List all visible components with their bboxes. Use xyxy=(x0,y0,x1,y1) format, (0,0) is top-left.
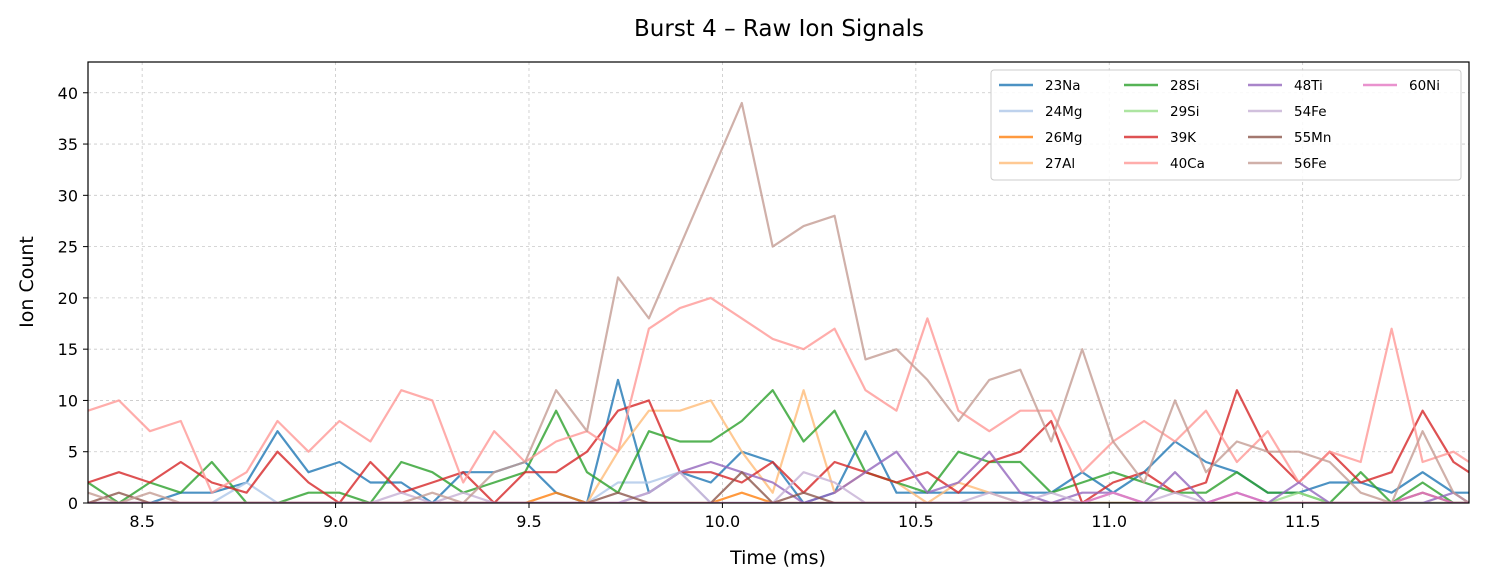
y-tick-label: 15 xyxy=(58,340,78,359)
legend-label-55mn: 55Mn xyxy=(1294,130,1331,146)
legend: 23Na 24Mg 26Mg 27Al 28Si 29Si 39K 40Ca 48Ti 54Fe 5… xyxy=(990,69,1462,181)
x-tick-label: 10.5 xyxy=(898,512,934,531)
y-tick-label: 10 xyxy=(58,391,78,410)
chart-title: Burst 4 – Raw Ion Signals xyxy=(634,16,924,42)
x-tick-label: 9.5 xyxy=(516,512,541,531)
series-line-27al xyxy=(88,389,1469,503)
y-tick-label: 40 xyxy=(58,84,78,103)
data-series xyxy=(88,101,1469,503)
x-tick-label: 8.5 xyxy=(129,512,154,531)
legend-label-26mg: 26Mg xyxy=(1045,130,1082,146)
legend-label-23na: 23Na xyxy=(1045,78,1081,94)
x-axis: 8.5 9.0 9.5 10.0 10.5 11.0 11.5 xyxy=(129,503,1320,531)
x-axis-title: Time (ms) xyxy=(729,547,826,569)
series-line-55mn xyxy=(88,471,1469,503)
series-line-56fe xyxy=(88,101,1469,503)
legend-label-27al: 27Al xyxy=(1045,156,1075,172)
y-tick-label: 5 xyxy=(68,443,78,462)
legend-label-48ti: 48Ti xyxy=(1294,78,1323,94)
legend-label-28si: 28Si xyxy=(1170,78,1200,94)
legend-label-54fe: 54Fe xyxy=(1294,104,1327,120)
y-tick-label: 35 xyxy=(58,135,78,154)
series-line-39k xyxy=(88,389,1469,503)
x-tick-label: 11.0 xyxy=(1091,512,1127,531)
legend-label-39k: 39K xyxy=(1170,130,1197,146)
x-tick-label: 11.5 xyxy=(1285,512,1321,531)
y-tick-label: 0 xyxy=(68,494,78,513)
y-axis: 0 5 10 15 20 25 30 35 40 xyxy=(58,84,88,513)
legend-label-29si: 29Si xyxy=(1170,104,1200,120)
y-tick-label: 30 xyxy=(58,186,78,205)
series-line-54fe xyxy=(88,471,1469,503)
legend-label-40ca: 40Ca xyxy=(1170,156,1205,172)
y-axis-title: Ion Count xyxy=(16,236,38,328)
plot-frame xyxy=(87,61,1470,504)
legend-box xyxy=(990,69,1462,181)
grid-lines xyxy=(88,62,1469,504)
y-tick-label: 20 xyxy=(58,289,78,308)
x-tick-label: 10.0 xyxy=(705,512,741,531)
x-tick-label: 9.0 xyxy=(323,512,348,531)
legend-label-24mg: 24Mg xyxy=(1045,104,1082,120)
legend-label-56fe: 56Fe xyxy=(1294,156,1327,172)
series-line-60ni xyxy=(88,491,1469,503)
legend-label-60ni: 60Ni xyxy=(1409,78,1440,94)
y-tick-label: 25 xyxy=(58,238,78,257)
